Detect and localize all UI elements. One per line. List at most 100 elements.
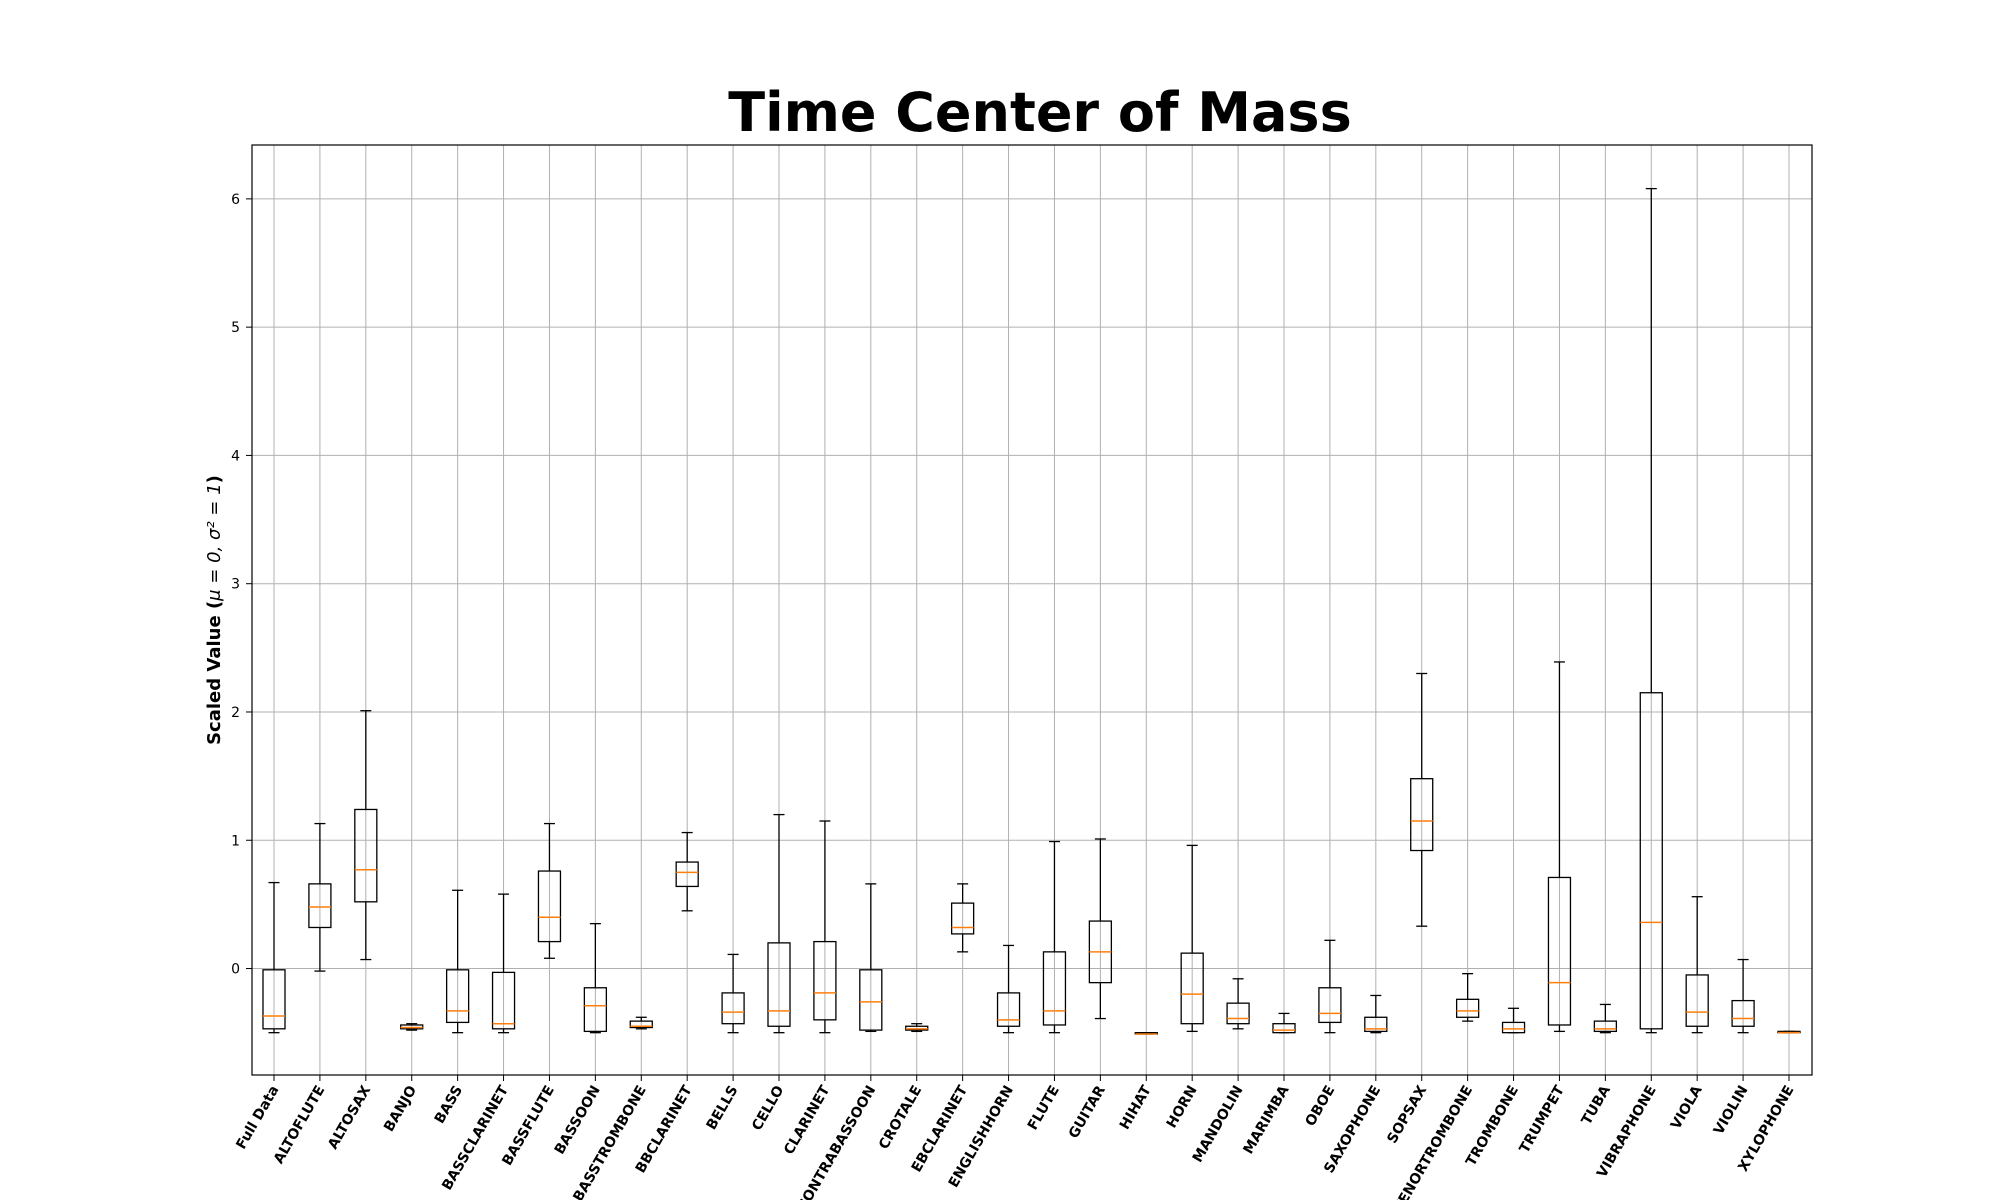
box-bassclarinet [491, 893, 516, 1034]
x-tick-label: HORN [1164, 1083, 1201, 1131]
y-ticks: 0 1 2 3 4 5 6 [231, 192, 252, 978]
y-axis-label-suffix: ) [204, 475, 225, 483]
iqr-box [1455, 998, 1480, 1018]
box-basstrombone [629, 1016, 653, 1030]
x-tick-label: VIOLIN [1711, 1083, 1752, 1138]
iqr-box [1501, 1021, 1526, 1034]
box-sopsax [1410, 672, 1434, 927]
box-saxophone [1364, 994, 1388, 1034]
box-violin [1731, 958, 1755, 1034]
box-banjo [400, 1023, 424, 1031]
iqr-box [1272, 1023, 1296, 1034]
x-tick-label: VIOLA [1668, 1083, 1706, 1132]
box-tuba [1593, 1003, 1618, 1034]
x-tick-label: TENORTROMBONE [1391, 1083, 1476, 1200]
iqr-box [1318, 987, 1342, 1024]
y-tick-label: 1 [231, 833, 240, 849]
x-tick-label: CONTRABASSOON [795, 1083, 880, 1200]
iqr-box [721, 992, 745, 1025]
box-mandolin [1226, 978, 1250, 1030]
x-tick-label: FLUTE [1025, 1083, 1063, 1133]
box-bassflute [537, 822, 562, 959]
chart-title: Time Center of Mass [728, 81, 1351, 144]
box-englishhorn [996, 944, 1021, 1034]
box-viola [1685, 896, 1709, 1034]
iqr-box [262, 969, 286, 1030]
y-tick-label: 6 [231, 192, 240, 208]
iqr-box [813, 940, 837, 1021]
x-tick-label: BASS [432, 1083, 466, 1127]
box-bass [445, 889, 470, 1034]
x-tick-label: CELLO [749, 1083, 787, 1134]
iqr-box [583, 987, 608, 1033]
x-tick-label: Full Data [233, 1083, 282, 1152]
iqr-box [1639, 692, 1663, 1030]
iqr-box [1547, 876, 1572, 1026]
iqr-box [675, 861, 699, 888]
iqr-box [537, 870, 562, 943]
box-guitar [1088, 838, 1113, 1020]
box-oboe [1318, 939, 1342, 1034]
box-bells [721, 953, 745, 1034]
x-tick-label: BELLS [704, 1083, 742, 1133]
box-tenortrombone [1455, 973, 1480, 1022]
y-axis-label-prefix: Scaled Value ( [204, 601, 225, 745]
iqr-box [308, 883, 332, 929]
box-full-data [262, 881, 286, 1034]
y-tick-label: 4 [231, 448, 240, 464]
y-tick-label: 3 [231, 577, 240, 593]
iqr-box [996, 992, 1021, 1027]
iqr-box [1593, 1020, 1618, 1033]
iqr-box [859, 969, 883, 1031]
iqr-box [1410, 778, 1434, 852]
x-tick-label: OBOE [1302, 1083, 1338, 1129]
box-contrabassoon [859, 883, 883, 1033]
iqr-box [445, 969, 470, 1024]
x-tick-label: GUITAR [1066, 1083, 1109, 1142]
iqr-box [354, 808, 378, 903]
box-clarinet [813, 820, 837, 1034]
x-tick-label: CROTALE [876, 1083, 925, 1152]
iqr-box [950, 902, 975, 935]
box-bassoon [583, 922, 608, 1034]
iqr-box [1042, 951, 1067, 1026]
y-tick-label: 5 [231, 320, 240, 336]
box-altoflute [308, 822, 332, 972]
box-horn [1180, 844, 1204, 1033]
x-tick-label: MARIMBA [1241, 1083, 1293, 1157]
box-hihat [1134, 1032, 1158, 1035]
box-trumpet [1547, 661, 1572, 1033]
box-crotale [905, 1023, 929, 1033]
x-tick-label: BANJO [381, 1083, 420, 1135]
x-tick-label: TRUMPET [1517, 1083, 1569, 1156]
box-trombone [1501, 1007, 1526, 1034]
x-tick-label: BASSOON [552, 1083, 604, 1157]
y-axis-label: Scaled Value (μ = 0, σ² = 1) [204, 475, 225, 745]
y-tick-label: 0 [231, 962, 240, 978]
box-cello [767, 813, 791, 1034]
x-tick-label: ALTOSAX [325, 1083, 374, 1152]
box-marimba [1272, 1012, 1296, 1034]
iqr-box [767, 942, 791, 1027]
y-tick-label: 2 [231, 705, 240, 721]
x-tick-label: CLARINET [781, 1083, 834, 1158]
box-flute [1042, 840, 1067, 1034]
iqr-box [1685, 974, 1709, 1027]
iqr-box [1180, 952, 1204, 1025]
box-bbclarinet [675, 831, 699, 912]
iqr-box [1226, 1002, 1250, 1025]
box-vibraphone [1639, 187, 1663, 1034]
y-axis-label-math: μ = 0, σ² = 1 [204, 483, 225, 601]
iqr-box [1364, 1016, 1388, 1033]
x-tick-label: SOPSAX [1384, 1083, 1430, 1147]
grid-layer [252, 145, 1812, 1075]
boxes [262, 187, 1801, 1035]
iqr-box [629, 1020, 653, 1029]
iqr-box [491, 971, 516, 1030]
x-tick-label: MANDOLIN [1190, 1083, 1247, 1165]
box-ebclarinet [950, 883, 975, 953]
x-tick-label: HIHAT [1117, 1083, 1155, 1133]
